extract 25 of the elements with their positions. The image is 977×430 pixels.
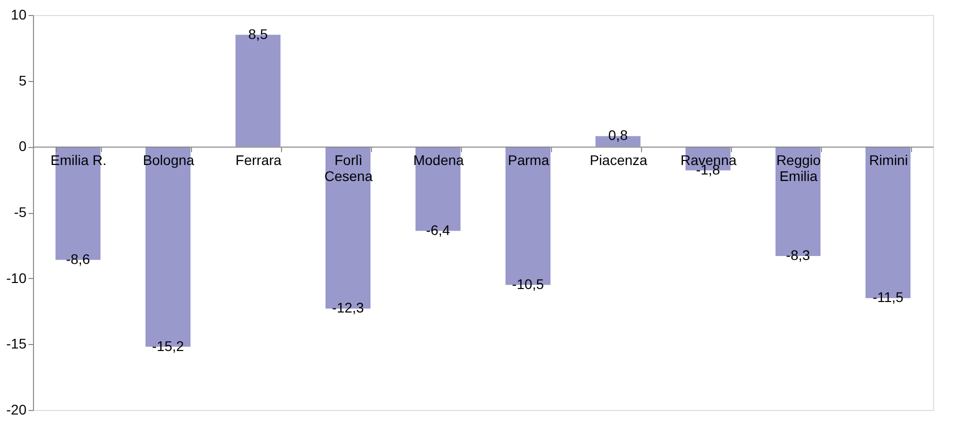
x-tick-label: Modena: [413, 152, 464, 168]
data-label: -8,3: [786, 246, 810, 263]
y-tick-label: 0: [18, 138, 27, 154]
x-tick-label: Parma: [508, 152, 550, 168]
x-tick-label: Rimini: [869, 152, 908, 168]
data-label: -15,2: [152, 338, 184, 354]
x-tick-label: Ferrara: [236, 152, 282, 168]
x-tick-label: Forlì Cesena: [324, 152, 373, 184]
y-tick-label: -10: [6, 270, 27, 286]
y-tick-label: -5: [14, 204, 27, 220]
data-label: -11,5: [872, 289, 904, 306]
y-tick-label: 5: [18, 72, 27, 88]
data-label: -10,5: [512, 276, 544, 292]
x-tick-label: Reggio Emilia: [776, 152, 821, 184]
y-tick-label: -15: [6, 336, 27, 352]
x-tick-label: Piacenza: [590, 152, 648, 168]
data-label: 0,8: [608, 127, 628, 144]
x-tick-label: Bologna: [142, 152, 194, 168]
data-label: -6,4: [426, 222, 450, 238]
data-label: -12,3: [332, 300, 364, 316]
data-label: -8,6: [66, 250, 90, 267]
y-tick-label: 10: [10, 6, 27, 22]
x-tick-label: Emilia R.: [50, 152, 107, 168]
data-label: 8,5: [248, 26, 268, 42]
y-tick-label: -20: [6, 402, 27, 418]
